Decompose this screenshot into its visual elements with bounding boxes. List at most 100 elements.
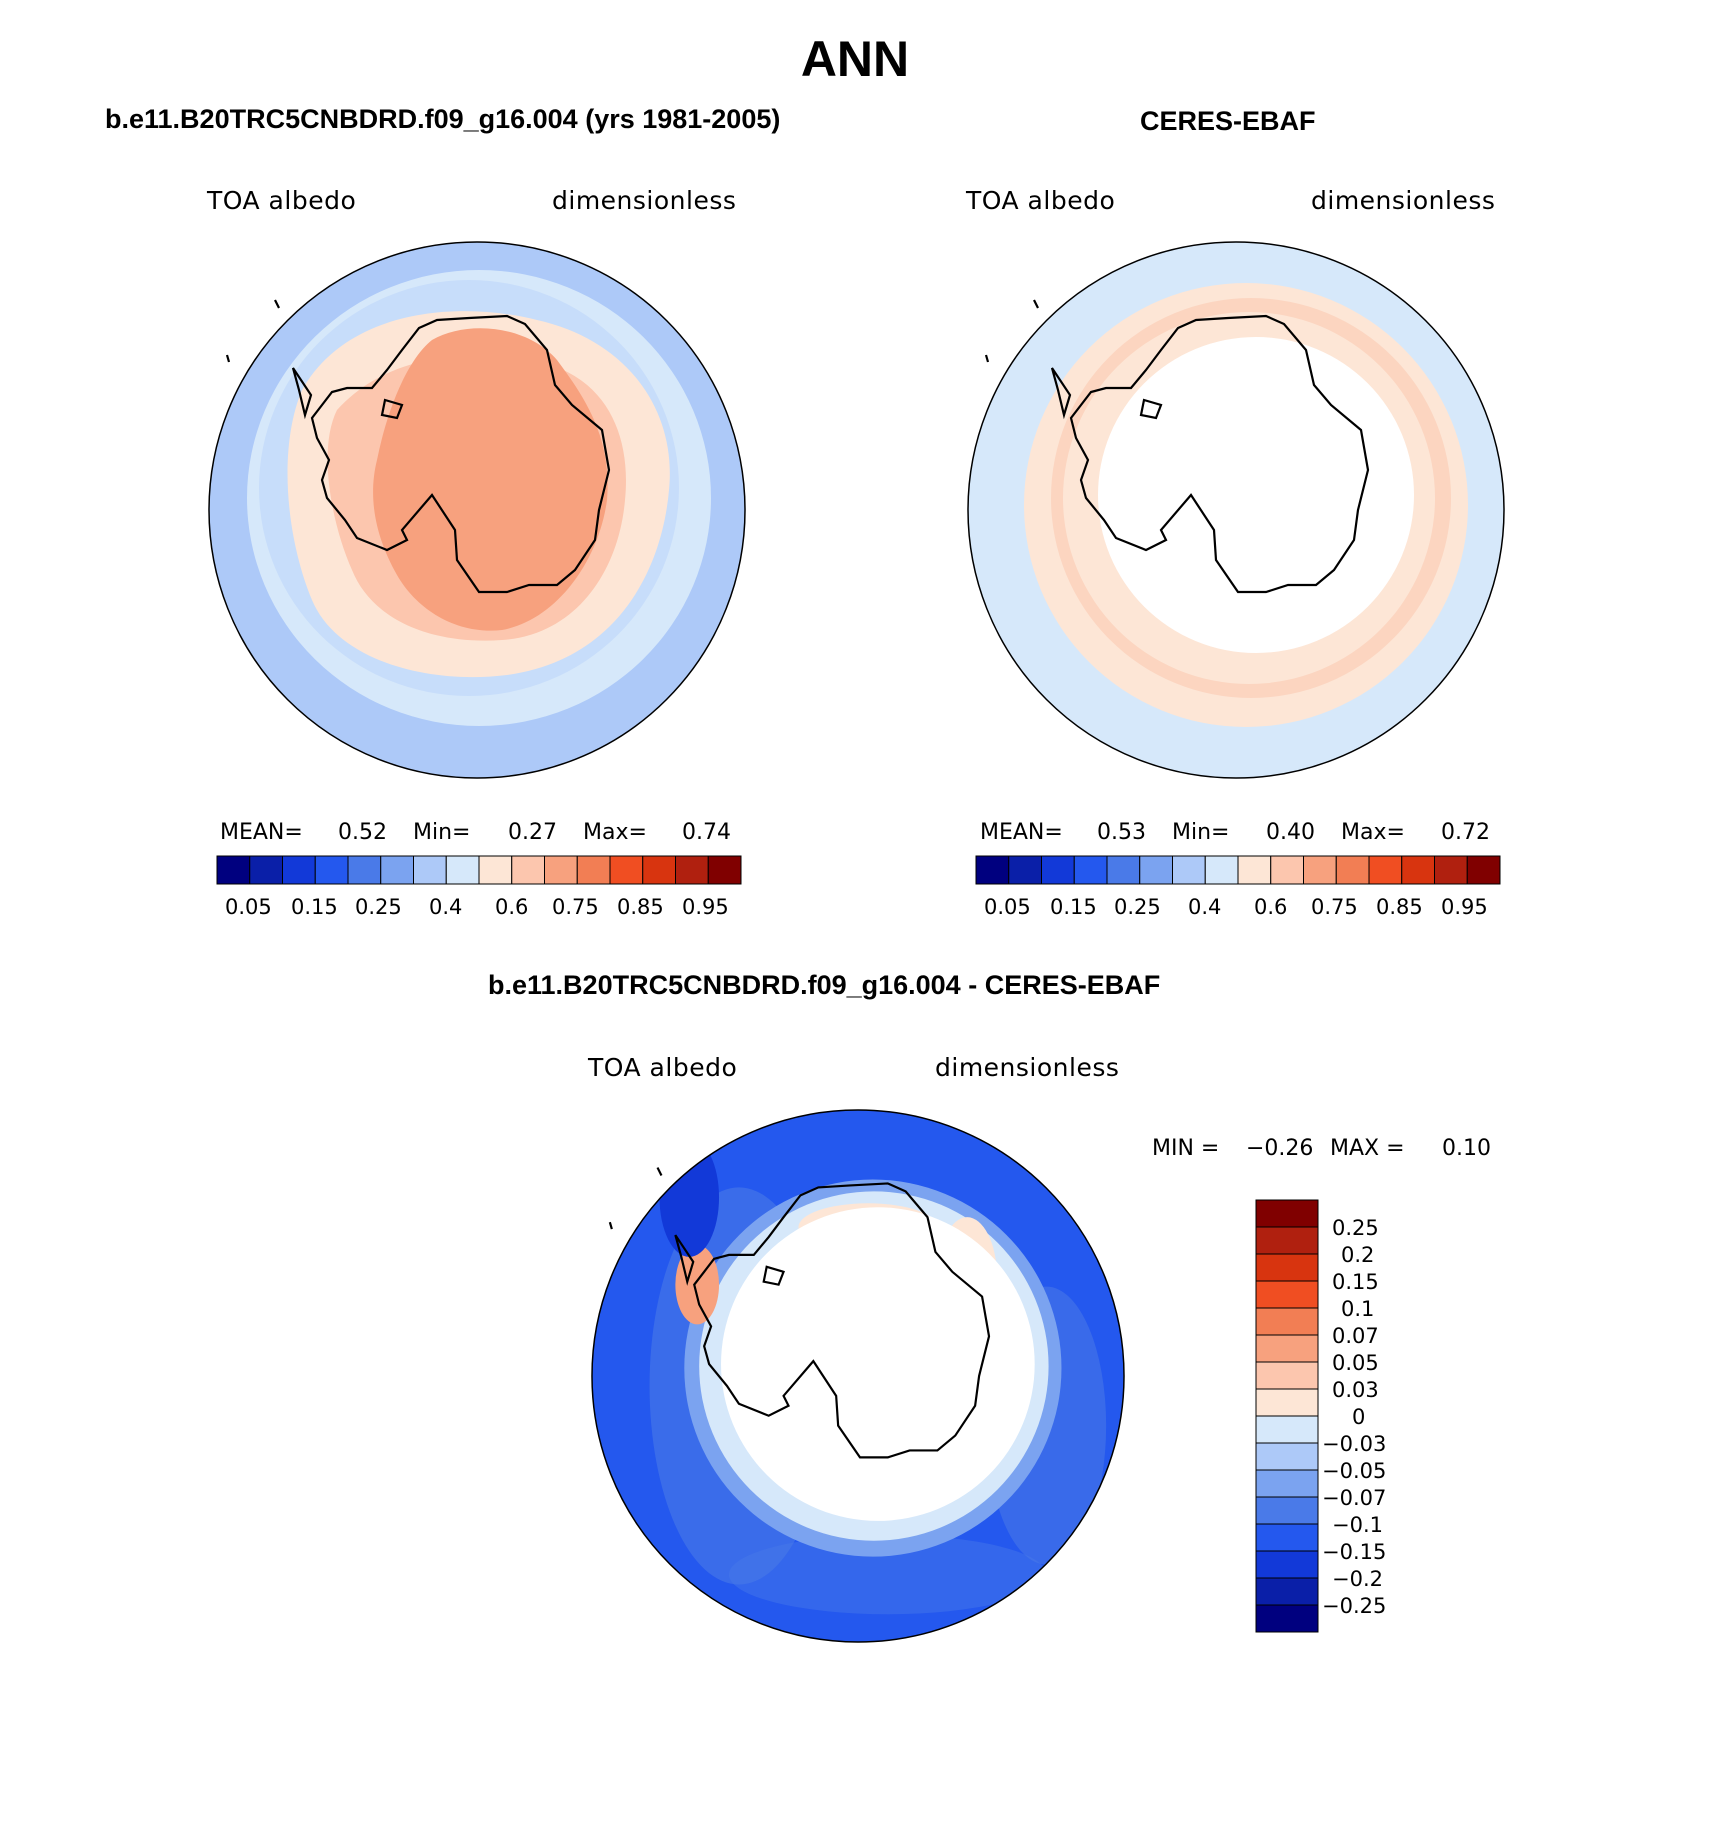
panel-3-polar-map: [591, 1109, 1125, 1643]
colorbar-swatch: [347, 855, 382, 885]
panel-3-variable-label: TOA albedo: [588, 1053, 738, 1082]
panel-3-colorbar-tick: 0.15: [1332, 1270, 1379, 1294]
panel-2-max-value: 0.72: [1441, 820, 1490, 845]
colorbar-swatch: [1041, 855, 1075, 885]
panel-1-colorbar-tick: 0.25: [355, 895, 402, 919]
panel-1-units-label: dimensionless: [552, 186, 737, 215]
colorbar-swatch: [1255, 1550, 1319, 1579]
colorbar-swatch: [1204, 855, 1239, 885]
panel-2-min-label: Min=: [1172, 820, 1230, 845]
figure-title: ANN: [800, 31, 910, 87]
colorbar-swatch: [1255, 1415, 1319, 1444]
panel-2-min-value: 0.40: [1266, 820, 1315, 845]
panel-3-antarctica-coastline: [608, 1167, 991, 1459]
panel-1-mean-value: 0.52: [338, 820, 387, 845]
colorbar-swatch: [1139, 855, 1173, 885]
colorbar-swatch: [1255, 1523, 1319, 1552]
panel-1-max-value: 0.74: [682, 820, 731, 845]
colorbar-swatch: [1106, 855, 1141, 885]
colorbar-swatch: [1335, 855, 1370, 885]
panel-1-colorbar-tick: 0.15: [291, 895, 338, 919]
colorbar-swatch: [1255, 1307, 1319, 1336]
colorbar-swatch: [1368, 855, 1403, 885]
colorbar-swatch: [1401, 855, 1435, 885]
panel-3-colorbar-tick: −0.2: [1332, 1567, 1383, 1591]
colorbar-swatch: [1255, 1361, 1319, 1390]
panel-2-title: CERES-EBAF: [1140, 106, 1316, 136]
panel-2-colorbar-tick: 0.95: [1441, 895, 1488, 919]
colorbar-swatch: [1270, 855, 1304, 885]
panel-3-colorbar-tick: −0.03: [1322, 1432, 1387, 1456]
colorbar-swatch: [1008, 855, 1042, 885]
panel-1-title: b.e11.B20TRC5CNBDRD.f09_g16.004 (yrs 198…: [105, 104, 781, 134]
colorbar-swatch: [1255, 1604, 1319, 1633]
panel-3-colorbar-tick: −0.05: [1322, 1459, 1387, 1483]
colorbar-swatch: [1255, 1496, 1319, 1525]
colorbar-swatch: [413, 855, 447, 885]
panel-1-colorbar: [216, 855, 742, 885]
panel-2-colorbar: [975, 855, 1501, 885]
panel-1-colorbar-tick: 0.95: [682, 895, 729, 919]
panel-2-colorbar-tick: 0.15: [1050, 895, 1097, 919]
panel-2-colorbar-tick: 0.6: [1254, 895, 1288, 919]
colorbar-swatch: [478, 855, 513, 885]
colorbar-swatch: [249, 855, 283, 885]
panel-1-colorbar-tick: 0.6: [495, 895, 529, 919]
colorbar-swatch: [1255, 1577, 1319, 1606]
panel-1-min-value: 0.27: [508, 820, 557, 845]
colorbar-swatch: [1237, 855, 1272, 885]
panel-2-colorbar-tick: 0.25: [1114, 895, 1161, 919]
panel-3-colorbar-tick: −0.25: [1322, 1594, 1387, 1618]
panel-1-max-label: Max=: [583, 820, 647, 845]
panel-3-colorbar-tick: 0.07: [1332, 1324, 1379, 1348]
panel-2-variable-label: TOA albedo: [966, 186, 1116, 215]
colorbar-swatch: [511, 855, 545, 885]
colorbar-swatch: [609, 855, 644, 885]
panel-3-min-label: MIN =: [1152, 1136, 1220, 1161]
panel-2-polar-map: [967, 241, 1505, 779]
panel-1-colorbar-tick: 0.05: [225, 895, 272, 919]
colorbar-swatch: [1172, 855, 1206, 885]
panel-3-colorbar-tick: 0: [1352, 1405, 1366, 1429]
panel-3-min-value: −0.26: [1246, 1136, 1314, 1161]
colorbar-swatch: [216, 855, 251, 885]
colorbar-swatch: [1255, 1442, 1319, 1471]
colorbar-swatch: [1255, 1388, 1319, 1417]
panel-2-colorbar-tick: 0.85: [1376, 895, 1423, 919]
colorbar-swatch: [707, 855, 742, 885]
panel-1-colorbar-tick: 0.4: [429, 895, 463, 919]
colorbar-swatch: [1255, 1253, 1319, 1282]
colorbar-swatch: [1434, 855, 1468, 885]
colorbar-swatch: [675, 855, 709, 885]
panel-1-colorbar-tick: 0.85: [617, 895, 664, 919]
panel-3-colorbar-tick: 0.25: [1332, 1216, 1379, 1240]
colorbar-swatch: [1255, 1334, 1319, 1363]
panel-3-colorbar-tick: 0.2: [1341, 1243, 1375, 1267]
colorbar-swatch: [576, 855, 611, 885]
panel-3-title: b.e11.B20TRC5CNBDRD.f09_g16.004 - CERES-…: [488, 970, 1161, 1000]
panel-1-min-label: Min=: [413, 820, 471, 845]
panel-2-colorbar-tick: 0.4: [1188, 895, 1222, 919]
colorbar-swatch: [544, 855, 578, 885]
colorbar-swatch: [1255, 1469, 1319, 1498]
panel-1-variable-label: TOA albedo: [207, 186, 357, 215]
colorbar-swatch: [642, 855, 676, 885]
colorbar-swatch: [314, 855, 349, 885]
panel-3-colorbar: [1255, 1199, 1319, 1633]
panel-2-colorbar-tick: 0.05: [984, 895, 1031, 919]
colorbar-swatch: [1255, 1280, 1319, 1309]
colorbar-swatch: [1073, 855, 1108, 885]
panel-3-colorbar-tick: 0.05: [1332, 1351, 1379, 1375]
colorbar-swatch: [1255, 1226, 1319, 1255]
panel-3-colorbar-tick: −0.07: [1322, 1486, 1387, 1510]
panel-2-units-label: dimensionless: [1311, 186, 1496, 215]
panel-1-antarctica-coastline: [225, 299, 611, 594]
panel-1-colorbar-tick: 0.75: [552, 895, 599, 919]
panel-3-units-label: dimensionless: [935, 1053, 1120, 1082]
colorbar-swatch: [445, 855, 480, 885]
panel-3-colorbar-tick: 0.03: [1332, 1378, 1379, 1402]
colorbar-swatch: [1303, 855, 1337, 885]
panel-2-antarctica-coastline: [984, 299, 1370, 594]
panel-2-mean-value: 0.53: [1097, 820, 1146, 845]
colorbar-swatch: [1466, 855, 1501, 885]
